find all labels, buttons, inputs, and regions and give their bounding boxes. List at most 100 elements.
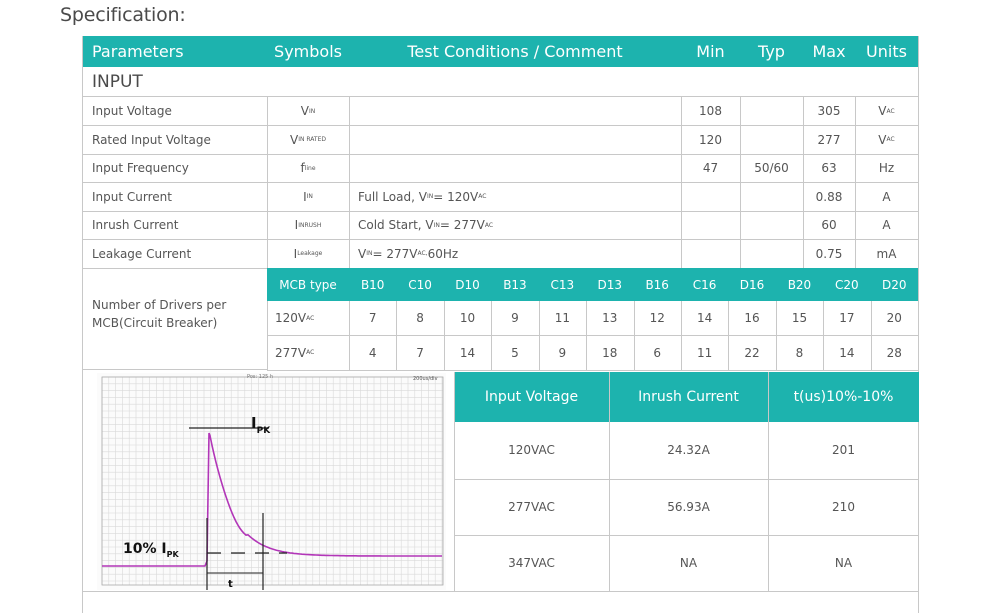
column-divider (803, 97, 804, 125)
inrush-cell: 24.32A (667, 443, 710, 457)
cell-sym: f line (300, 161, 316, 175)
mcb-vline (586, 301, 588, 336)
inrush-vline (609, 372, 610, 591)
ten-percent-label: 10% IPK (123, 541, 179, 559)
cell-unit: mA (876, 246, 897, 261)
ipk-label: IPK (251, 414, 271, 436)
mcb-voltage: 277V AC (275, 345, 315, 360)
mcb-vline (823, 301, 825, 336)
inrush-cell: 56.93A (667, 499, 710, 514)
cell-max: 0.75 (815, 246, 843, 261)
mcb-type-c10: C10 (408, 277, 432, 292)
mcb-vline (680, 301, 682, 336)
mcb-vline (728, 335, 730, 371)
mcb-value: 17 (839, 311, 855, 325)
inrush-cell: NA (679, 556, 698, 570)
mcb-voltage: 120V AC (275, 311, 315, 325)
mcb-value: 22 (744, 345, 760, 360)
column-divider (855, 182, 856, 211)
inrush-cell: 210 (832, 499, 855, 514)
column-divider (803, 154, 804, 182)
header-conditions: Test Conditions / Comment (407, 42, 623, 61)
mcb-value: 14 (696, 311, 713, 325)
cell-min (681, 211, 740, 239)
column-divider (855, 154, 856, 182)
mcb-divider (83, 369, 267, 370)
column-divider (740, 154, 741, 182)
mcb-vline (728, 301, 730, 336)
cell-typ (740, 126, 803, 154)
cell-typ (740, 211, 803, 239)
mcb-type-b20: B20 (787, 277, 812, 292)
inrush-cell: 347VAC (508, 556, 555, 570)
cell-param: Inrush Current (92, 218, 179, 232)
column-divider (855, 239, 856, 268)
mcb-value: 7 (416, 345, 424, 360)
inrush-row-divider (454, 478, 919, 480)
column-divider (681, 182, 682, 211)
mcb-label: Number of Drivers per MCB(Circuit Breake… (92, 298, 227, 330)
column-divider (855, 97, 856, 125)
mcb-vline (775, 301, 777, 336)
column-divider (803, 211, 804, 239)
column-divider (349, 154, 350, 182)
inrush-cell: 120VAC (508, 443, 555, 457)
mcb-vline (538, 301, 540, 336)
mcb-vline (443, 335, 445, 371)
mcb-vline (633, 335, 635, 371)
mcb-value: 8 (795, 345, 804, 360)
spec-row: Input Frequency f line 47 50/60 63 Hz (83, 154, 918, 183)
cell-param: Input Current (92, 189, 172, 204)
inrush-table: Input Voltage Inrush Current t(us)10%-10% 1… (454, 372, 919, 591)
cell-typ (740, 240, 803, 268)
mcb-type-c13: C13 (550, 277, 575, 292)
cell-unit: A (882, 189, 891, 204)
mcb-value: 18 (602, 345, 618, 360)
cell-param: Input Frequency (92, 161, 189, 175)
column-divider (349, 97, 350, 125)
mcb-value: 15 (791, 311, 808, 325)
mcb-value: 8 (416, 311, 424, 325)
spec-table: Parameters Symbols Test Conditions / Com… (82, 36, 919, 613)
cell-param: Input Voltage (92, 104, 172, 118)
mcb-value: 14 (459, 345, 476, 360)
mcb-row-divider (267, 369, 918, 371)
cell-max: 277 (817, 132, 841, 147)
mcb-value: 11 (554, 311, 570, 325)
header-max: Max (812, 42, 846, 61)
inrush-vline (768, 372, 769, 591)
mcb-vline (775, 335, 777, 371)
mcb-vline (491, 335, 493, 371)
mcb-type-d10: D10 (455, 277, 480, 292)
mcb-value: 12 (649, 311, 665, 325)
inrush-header: Inrush Current (638, 389, 739, 405)
cell-unit: Hz (878, 161, 895, 175)
spec-row: Inrush Current I INRUSH Cold Start, V IN = 2… (83, 211, 918, 240)
mcb-value: 6 (653, 345, 662, 360)
column-divider (740, 97, 741, 125)
spec-row: Rated Input Voltage V IN RATED 120 277 V AC (83, 125, 918, 155)
header-units: Units (866, 42, 907, 61)
inrush-cell: NA (834, 556, 853, 570)
cell-typ (740, 97, 803, 125)
section-input: INPUT (83, 67, 918, 97)
cell-min (681, 183, 740, 211)
cell-sym: I Leakage (293, 246, 323, 261)
mcb-vline (491, 301, 493, 336)
cell-min: 108 (699, 104, 722, 118)
inrush-row-divider (454, 535, 919, 536)
column-divider (267, 182, 268, 211)
spec-row: Input Current I IN Full Load, V IN = 120V AC 0… (83, 182, 918, 212)
column-divider (803, 239, 804, 268)
mcb-vline (349, 335, 350, 371)
spec-row: Input Voltage V IN 108 305 V AC (83, 97, 918, 126)
mcb-value: 4 (368, 345, 377, 360)
column-divider (349, 211, 350, 239)
mcb-vline (586, 335, 588, 371)
column-divider (681, 211, 682, 239)
mcb-value: 11 (696, 345, 713, 360)
mcb-row-divider (267, 335, 918, 336)
column-divider (855, 211, 856, 239)
cell-min (681, 240, 740, 268)
cell-min: 47 (702, 161, 719, 175)
